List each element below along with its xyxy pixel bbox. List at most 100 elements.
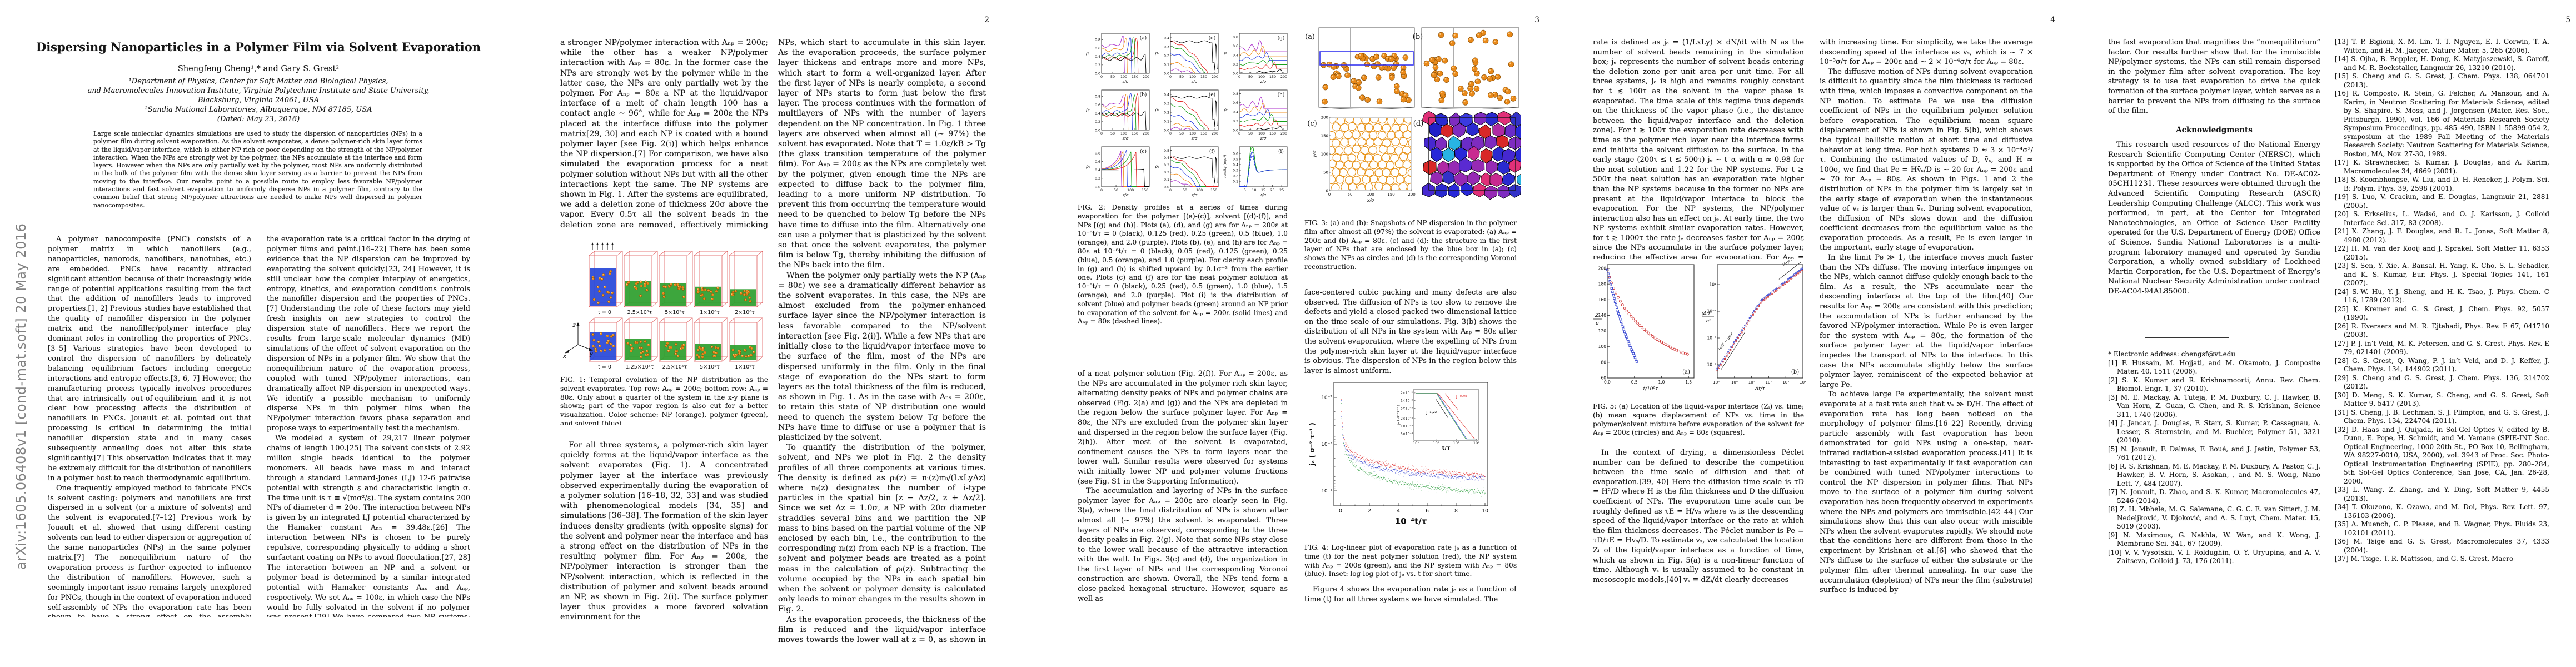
svg-text:(b): (b) — [1413, 33, 1423, 41]
svg-text:0: 0 — [1326, 189, 1328, 193]
figure-3-caption: FIG. 3: (a) and (b): Snapshots of NP dis… — [1304, 219, 1517, 271]
svg-text:0.0: 0.0 — [1164, 72, 1169, 76]
figure-4-caption: FIG. 4: Log-linear plot of evaporation r… — [1304, 544, 1517, 578]
svg-text:0.2: 0.2 — [1233, 120, 1238, 123]
svg-text:0.4: 0.4 — [1095, 112, 1100, 116]
svg-text:0.3: 0.3 — [1233, 168, 1238, 172]
svg-text:(b): (b) — [1140, 92, 1147, 98]
svg-text:200: 200 — [1280, 132, 1287, 136]
svg-text:ρₙ: ρₙ — [1224, 51, 1228, 56]
svg-text:10⁻⁴t/τ: 10⁻⁴t/τ — [1395, 516, 1427, 526]
paper-title: Dispersing Nanoparticles in a Polymer Fi… — [36, 40, 481, 54]
svg-text:jₑ ( σ⁻²τ⁻¹ ): jₑ ( σ⁻²τ⁻¹ ) — [1396, 405, 1401, 425]
svg-text:(Δr)² ~ (Δt)²: (Δr)² ~ (Δt)² — [1717, 331, 1735, 351]
svg-text:t⁻⁰·⁹⁸: t⁻⁰·⁹⁸ — [1456, 395, 1467, 400]
svg-text:1.0: 1.0 — [1658, 380, 1665, 385]
svg-text:0: 0 — [1100, 132, 1103, 136]
svg-text:200: 200 — [1212, 75, 1218, 79]
svg-text:140: 140 — [1598, 313, 1607, 318]
svg-text:180: 180 — [1598, 282, 1607, 287]
acknowledgments-text: This research used resources of the Nati… — [2108, 141, 2320, 296]
svg-text:150: 150 — [1200, 75, 1207, 79]
svg-text:10¹: 10¹ — [1413, 441, 1419, 445]
svg-text:0.4: 0.4 — [1233, 54, 1238, 58]
svg-text:150: 150 — [1200, 132, 1207, 136]
svg-text:10: 10 — [1482, 508, 1488, 514]
page2-number: 2 — [984, 16, 989, 24]
svg-text:0.3: 0.3 — [1164, 45, 1169, 49]
svg-text:200: 200 — [1143, 132, 1149, 136]
svg-text:0.8: 0.8 — [1233, 36, 1238, 39]
svg-text:10⁻²: 10⁻² — [1321, 395, 1332, 401]
svg-text:0.6: 0.6 — [1095, 160, 1100, 164]
svg-text:(i): (i) — [1278, 148, 1284, 155]
svg-text:0: 0 — [1169, 132, 1172, 136]
page5-number: 5 — [2565, 16, 2570, 24]
svg-text:1×10⁶τ: 1×10⁶τ — [735, 364, 755, 370]
svg-text:z: z — [572, 322, 576, 328]
svg-text:0.0: 0.0 — [1095, 72, 1100, 76]
svg-text:8: 8 — [1454, 508, 1458, 514]
svg-text:0.5: 0.5 — [1233, 157, 1238, 161]
svg-text:0.1: 0.1 — [1233, 180, 1238, 183]
svg-text:100: 100 — [1127, 188, 1134, 192]
svg-text:10³: 10³ — [1782, 380, 1789, 385]
svg-text:1.25×10⁵τ: 1.25×10⁵τ — [626, 364, 654, 370]
svg-text:0.6: 0.6 — [1233, 44, 1238, 48]
svg-text:10⁻³: 10⁻³ — [1707, 336, 1716, 341]
svg-text:50: 50 — [1179, 132, 1184, 136]
figure-1-caption: FIG. 1: Temporal evolution of the NP dis… — [560, 376, 768, 425]
svg-text:100: 100 — [1120, 75, 1127, 79]
svg-text:(e): (e) — [1209, 92, 1215, 98]
svg-text:15: 15 — [1261, 188, 1265, 192]
svg-text:0: 0 — [1238, 75, 1240, 79]
page3-column-left-text: of a neat polymer solution (Fig. 2(f)). … — [1078, 370, 1288, 603]
svg-text:(f): (f) — [1209, 148, 1215, 155]
svg-text:0.8: 0.8 — [1233, 92, 1238, 96]
svg-text:0.2: 0.2 — [1095, 120, 1100, 124]
svg-text:(a): (a) — [1682, 369, 1690, 375]
svg-text:0.1: 0.1 — [1164, 120, 1169, 123]
page3-column-right-text2: Figure 4 shows the evaporation rate jₑ a… — [1304, 585, 1517, 604]
svg-text:z/σ: z/σ — [1122, 193, 1129, 197]
svg-text:100: 100 — [1258, 75, 1265, 79]
svg-text:10⁰: 10⁰ — [1731, 380, 1738, 385]
figure-1-snapshots: t = 0 2.5×10⁵τ 5×10⁵τ 1×10⁶τ 2×10⁶τ t = 0 1.25… — [562, 241, 767, 371]
svg-text:1×10⁻³: 1×10⁻³ — [1401, 425, 1413, 429]
svg-text:0: 0 — [1169, 188, 1172, 192]
svg-text:0.3: 0.3 — [1164, 163, 1169, 167]
svg-text:0.3: 0.3 — [1164, 102, 1169, 106]
svg-text:0: 0 — [1328, 192, 1331, 197]
svg-text:z/σ: z/σ — [1191, 193, 1198, 197]
svg-text:150: 150 — [1269, 75, 1276, 79]
svg-text:0: 0 — [1100, 188, 1103, 192]
svg-text:80: 80 — [1601, 360, 1606, 365]
fig2-svg: 0.00.20.40.60.80 50 100 150 200z/σρₚ(a)0.00.… — [1086, 33, 1288, 197]
svg-text:(Δr)² ~ Δt: (Δr)² ~ Δt — [1782, 260, 1800, 267]
page5-column-left-text: the fast evaporation that magnifies the … — [2108, 38, 2320, 116]
svg-text:σ²: σ² — [1706, 318, 1711, 323]
svg-text:2: 2 — [1368, 508, 1371, 514]
svg-text:10¹: 10¹ — [1748, 380, 1755, 385]
svg-text:1×10⁻²: 1×10⁻² — [1401, 399, 1413, 403]
references-left: * Electronic address: chengsf@vt.edu [1] … — [2108, 350, 2320, 566]
svg-text:0.2: 0.2 — [1164, 171, 1169, 175]
svg-text:5×10⁵τ: 5×10⁵τ — [665, 310, 685, 316]
svg-text:50: 50 — [1348, 192, 1353, 197]
fig1-svg: t = 0 2.5×10⁵τ 5×10⁵τ 1×10⁶τ 2×10⁶τ t = 0 1.25… — [562, 242, 763, 370]
svg-text:50: 50 — [1183, 188, 1187, 192]
figure-2-density-profiles: 0.0 0.2 0.4 0.6 0.8 0 50 100 150 200 z/σ ρₚ (a) 0.0 0.… — [1080, 29, 1288, 200]
paper-abstract: Large scale molecular dynamics simulatio… — [93, 130, 422, 209]
svg-text:200: 200 — [1212, 132, 1218, 136]
paper-affiliations: ¹Department of Physics, Center for Soft … — [87, 77, 430, 123]
svg-text:20: 20 — [1270, 188, 1275, 192]
svg-text:25: 25 — [1279, 188, 1284, 192]
fig4-svg: 10⁻² 10⁻³ 10⁻⁴ 0 2 4 6 8 10 10⁻⁴t/τ jₑ ( σ⁻² τ⁻¹ )… — [1308, 382, 1488, 526]
svg-text:(a): (a) — [1140, 35, 1147, 41]
svg-text:6: 6 — [1426, 508, 1429, 514]
svg-text:0.6: 0.6 — [1233, 101, 1238, 105]
svg-text:10¹: 10¹ — [1709, 282, 1716, 287]
page3-number: 3 — [1534, 16, 1539, 24]
